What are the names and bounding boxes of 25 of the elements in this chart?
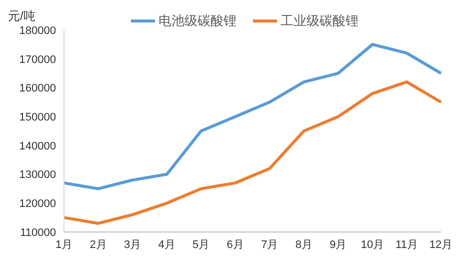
legend-label: 电池级碳酸锂	[158, 12, 236, 30]
y-tick-label: 160000	[19, 82, 56, 95]
x-tick-label: 1月	[55, 238, 73, 251]
x-tick-label: 2月	[90, 238, 107, 251]
y-tick-label: 140000	[19, 140, 56, 152]
x-tick-label: 12月	[429, 238, 453, 251]
line-series	[62, 42, 442, 190]
x-tick-label: 4月	[158, 238, 176, 251]
y-tick-label: 120000	[19, 198, 56, 210]
x-tick-label: 6月	[226, 238, 244, 251]
x-tick-label: 7月	[261, 238, 278, 251]
y-axis-title: 元/吨	[8, 8, 36, 25]
y-tick-label: 110000	[20, 226, 56, 239]
line-series	[62, 80, 442, 225]
x-tick-label: 11月	[396, 238, 418, 251]
x-tick-label: 5月	[192, 238, 210, 251]
y-tick-label: 150000	[19, 111, 56, 124]
legend-label: 工业级碳酸锂	[280, 12, 358, 30]
x-tick-label: 8月	[295, 238, 312, 251]
y-tick-label: 180000	[19, 24, 56, 37]
x-tick-label: 9月	[330, 238, 347, 251]
y-tick-label: 170000	[19, 54, 56, 66]
y-tick-label: 130000	[19, 169, 56, 182]
x-tick-label: 10月	[360, 238, 384, 251]
x-tick-label: 3月	[124, 238, 142, 251]
